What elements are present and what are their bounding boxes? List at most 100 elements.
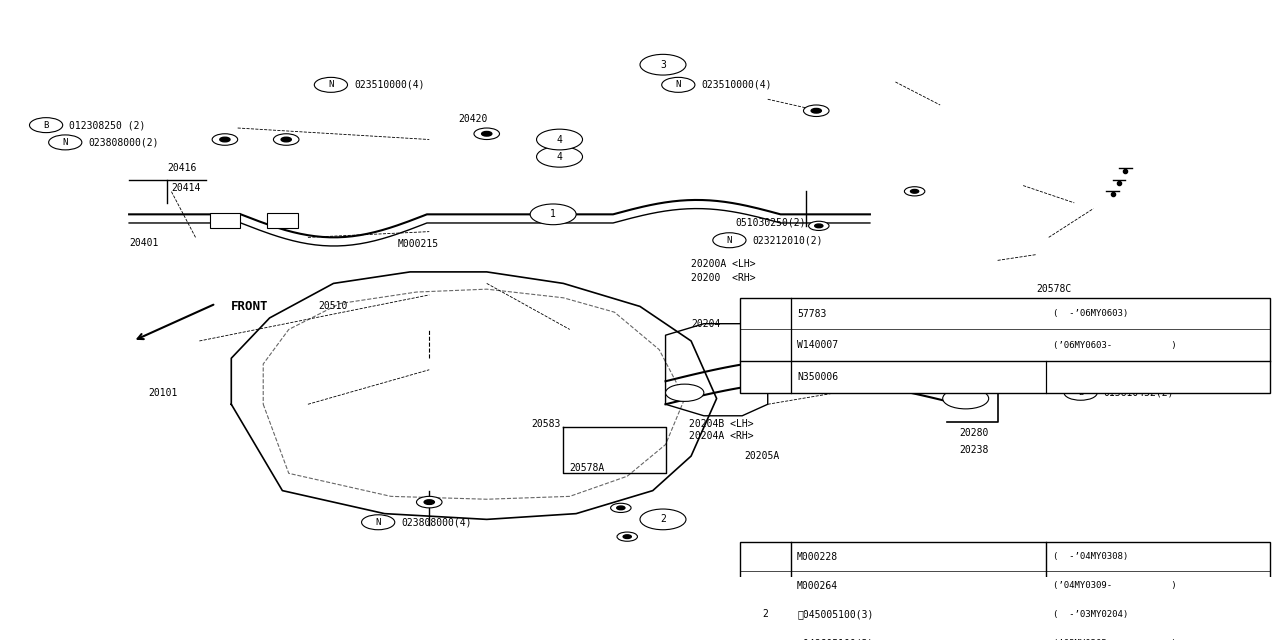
Text: N: N (375, 518, 381, 527)
Text: Ⓢ045005100(3): Ⓢ045005100(3) (797, 609, 873, 620)
Text: (’06MY0603-           ): (’06MY0603- ) (1052, 340, 1176, 350)
Circle shape (49, 135, 82, 150)
Text: 20205: 20205 (755, 365, 785, 375)
Circle shape (742, 547, 788, 567)
Circle shape (713, 233, 746, 248)
Text: 032110000(2): 032110000(2) (1103, 330, 1174, 340)
Circle shape (617, 506, 625, 509)
Text: 20280: 20280 (959, 428, 988, 438)
Circle shape (416, 497, 442, 508)
Text: 20204A <RH>: 20204A <RH> (689, 431, 753, 441)
Circle shape (910, 189, 919, 193)
Circle shape (474, 128, 499, 140)
Text: 023808000(4): 023808000(4) (401, 517, 471, 527)
Circle shape (212, 134, 238, 145)
Text: A: A (896, 353, 901, 364)
Circle shape (315, 77, 347, 92)
Text: 20420: 20420 (458, 115, 488, 124)
Text: (  -’03MY0204): ( -’03MY0204) (1052, 610, 1128, 619)
Text: 023212010(2): 023212010(2) (753, 236, 823, 245)
Text: 20205A: 20205A (745, 451, 780, 461)
Text: 4: 4 (557, 134, 562, 145)
Circle shape (623, 535, 631, 538)
Text: N: N (63, 138, 68, 147)
Circle shape (29, 118, 63, 132)
Text: 3: 3 (660, 60, 666, 70)
Text: 57783: 57783 (797, 308, 827, 319)
Text: W140007: W140007 (797, 340, 838, 350)
Text: 015610452(2): 015610452(2) (1103, 388, 1174, 398)
Circle shape (942, 388, 988, 409)
Text: 20401: 20401 (129, 238, 159, 248)
Text: 20101: 20101 (148, 388, 178, 398)
Circle shape (1064, 328, 1097, 342)
Circle shape (815, 224, 823, 228)
Text: W: W (1078, 331, 1083, 340)
Circle shape (536, 147, 582, 167)
Text: 2: 2 (762, 609, 768, 620)
Circle shape (666, 384, 704, 401)
Text: FRONT: FRONT (232, 300, 269, 314)
Circle shape (742, 604, 788, 625)
Text: 023808000(2): 023808000(2) (88, 138, 159, 147)
Circle shape (282, 137, 292, 142)
Circle shape (742, 303, 788, 324)
Text: (  -’04MY0308): ( -’04MY0308) (1052, 552, 1128, 561)
Text: 3: 3 (762, 308, 768, 319)
Text: N: N (727, 236, 732, 244)
Circle shape (220, 137, 230, 142)
Text: 20238: 20238 (959, 445, 988, 455)
Text: 20204B <LH>: 20204B <LH> (689, 419, 753, 429)
Text: 20200  <RH>: 20200 <RH> (691, 273, 755, 283)
FancyBboxPatch shape (740, 298, 1270, 393)
FancyBboxPatch shape (876, 353, 916, 365)
Text: 023510000(4): 023510000(4) (353, 80, 425, 90)
Text: 20510: 20510 (319, 301, 347, 312)
Circle shape (640, 54, 686, 75)
Circle shape (742, 367, 788, 387)
Text: M000264: M000264 (797, 580, 838, 591)
Circle shape (809, 221, 829, 230)
Text: 1: 1 (762, 552, 768, 562)
Text: 4: 4 (762, 372, 768, 382)
Circle shape (640, 509, 686, 530)
Circle shape (617, 532, 637, 541)
Circle shape (905, 187, 925, 196)
Circle shape (662, 77, 695, 92)
Circle shape (530, 204, 576, 225)
Text: 20578A: 20578A (570, 463, 605, 472)
FancyBboxPatch shape (210, 213, 241, 228)
Circle shape (611, 503, 631, 513)
Text: 20578C: 20578C (1036, 284, 1071, 294)
Text: 4: 4 (557, 152, 562, 162)
Text: B: B (1078, 388, 1083, 397)
Text: B: B (44, 120, 49, 130)
Text: Ⓢ048605100(3): Ⓢ048605100(3) (797, 638, 873, 640)
Text: N350006: N350006 (797, 372, 838, 382)
Text: A200001096: A200001096 (1192, 558, 1260, 568)
Circle shape (361, 515, 394, 530)
Text: 20200A <LH>: 20200A <LH> (691, 259, 755, 269)
Text: M000228: M000228 (797, 552, 838, 562)
Circle shape (812, 108, 822, 113)
Text: M000215: M000215 (397, 239, 439, 249)
Text: (’04MY0309-           ): (’04MY0309- ) (1052, 581, 1176, 590)
Text: 20416: 20416 (168, 163, 197, 173)
Circle shape (481, 131, 492, 136)
Text: A: A (892, 353, 899, 364)
Text: 20583: 20583 (531, 419, 561, 429)
FancyBboxPatch shape (1053, 349, 1094, 363)
Text: 20204: 20204 (691, 319, 721, 329)
Text: 051030250(2): 051030250(2) (736, 218, 806, 228)
Text: N: N (676, 81, 681, 90)
Text: N: N (328, 81, 334, 90)
Circle shape (424, 500, 434, 504)
Text: 20206: 20206 (762, 348, 791, 358)
Circle shape (1064, 385, 1097, 400)
Circle shape (804, 105, 829, 116)
FancyBboxPatch shape (268, 213, 298, 228)
FancyBboxPatch shape (740, 543, 1270, 640)
Circle shape (274, 134, 300, 145)
Text: A: A (1074, 350, 1080, 360)
Text: 1: 1 (550, 209, 556, 220)
